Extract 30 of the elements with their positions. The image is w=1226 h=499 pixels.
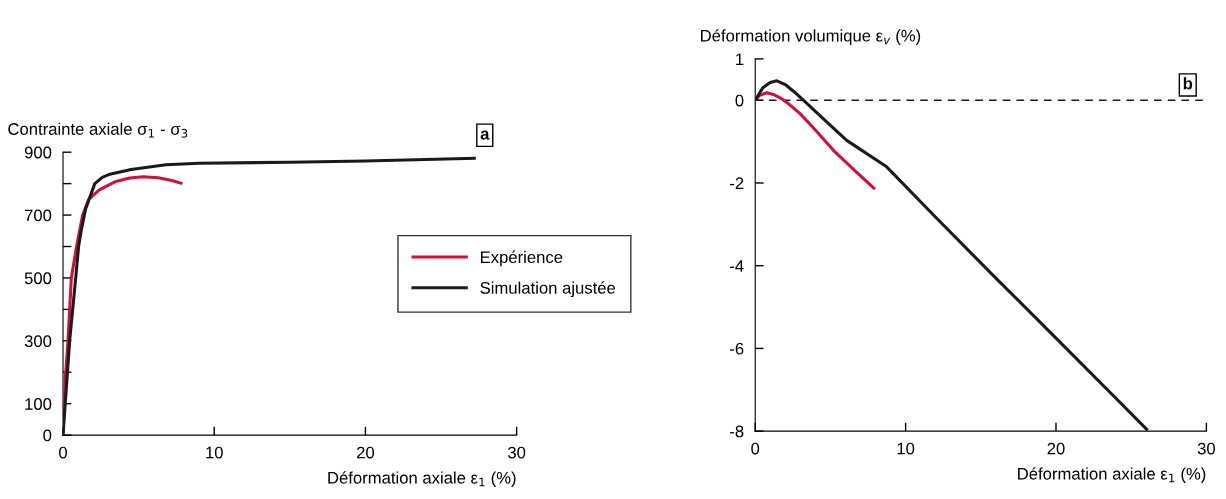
x-tick-label: 0 [751, 442, 760, 455]
x-tick-label: 10 [897, 442, 915, 455]
x-tick-label: 10 [206, 446, 223, 459]
y-tick-label: -8 [730, 425, 744, 438]
y-tick-label: 300 [24, 335, 52, 348]
x-tick-label: 0 [59, 446, 67, 459]
y-tick-label: -6 [730, 342, 744, 355]
line-series [63, 156, 478, 436]
legend-label: Simulation ajustée [480, 281, 616, 298]
y-tick-label: 500 [24, 272, 52, 285]
y-tick-label: 100 [25, 398, 52, 410]
y-tick-label: 0 [735, 94, 744, 107]
y-tick-label: -4 [730, 260, 744, 272]
legend-label: Expérience [480, 250, 563, 267]
y-tick-label: 700 [24, 209, 52, 222]
line-series [755, 91, 877, 191]
x-axis-title: Déformation axiale ε$_{1}$ (%) [1018, 467, 1206, 483]
annotation: b [1183, 77, 1193, 90]
y-tick-label: 900 [24, 146, 52, 159]
y-axis-title: Contrainte axiale σ$_{1}$ - σ$_{3}$ [8, 122, 188, 138]
y-tick-label: 0 [43, 429, 52, 442]
x-axis-title: Déformation axiale ε$_{1}$ (%) [328, 471, 516, 487]
y-tick-label: 1 [736, 53, 744, 65]
x-tick-label: 30 [508, 446, 526, 459]
text: a [480, 130, 490, 140]
x-tick-label: 20 [357, 446, 375, 459]
x-tick-label: 20 [1047, 442, 1065, 455]
y-tick-label: -2 [730, 177, 744, 190]
x-tick-label: 30 [1197, 442, 1215, 455]
y-axis-title: Déformation volumique ε$_{v}$ (%) [701, 29, 921, 45]
